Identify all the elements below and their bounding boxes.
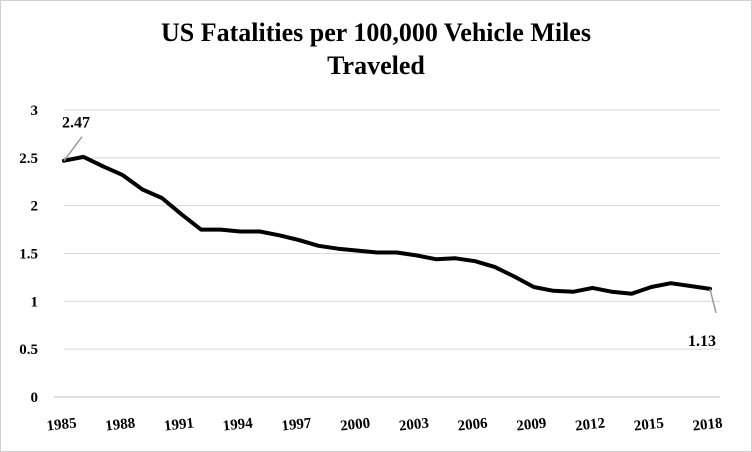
data-point (670, 282, 672, 284)
data-point (533, 286, 535, 288)
y-tick-label: 2.5 (19, 151, 38, 167)
x-tick-label: 2006 (457, 415, 489, 434)
data-point (552, 290, 554, 292)
x-tick-label: 1985 (46, 415, 78, 434)
y-tick-label: 0 (31, 390, 39, 406)
x-tick-label: 1991 (163, 415, 195, 434)
data-point (689, 285, 691, 287)
y-axis-ticks: 0 0.5 1 1.5 2 2.5 3 (19, 103, 38, 406)
data-point (141, 188, 143, 190)
series-fatalities (62, 154, 712, 296)
data-point (474, 260, 476, 262)
data-point (592, 287, 594, 289)
x-tick-label: 2015 (633, 415, 665, 434)
chart-title: US Fatalities per 100,000 Vehicle Miles … (0, 16, 752, 82)
data-label-first: 2.47 (62, 115, 90, 132)
y-tick-label: 1.5 (19, 247, 38, 263)
data-point (513, 275, 515, 277)
data-point (631, 293, 633, 295)
x-tick-label: 2012 (574, 415, 606, 434)
data-point (415, 254, 417, 256)
data-point (239, 230, 241, 232)
data-point (278, 234, 280, 236)
data-point (200, 229, 202, 231)
data-point (376, 252, 378, 254)
data-point (102, 165, 104, 167)
data-point (572, 291, 574, 293)
data-point (435, 258, 437, 260)
data-point (317, 245, 319, 247)
x-tick-label: 1994 (222, 415, 254, 434)
x-tick-label: 1988 (105, 415, 137, 434)
y-tick-label: 1 (31, 294, 39, 310)
data-point (161, 197, 163, 199)
data-point (180, 213, 182, 215)
x-tick-label: 2009 (516, 415, 548, 434)
data-label-last: 1.13 (688, 333, 716, 350)
data-point (337, 248, 339, 250)
data-point (298, 239, 300, 241)
x-tick-label: 2018 (692, 415, 724, 434)
x-axis-ticks: 1985 1988 1991 1994 1997 2000 2003 2006 2009 2012… (46, 415, 724, 434)
data-point (396, 252, 398, 254)
data-point (611, 291, 613, 293)
data-point (357, 250, 359, 252)
data-labels: 2.47 1.13 (62, 115, 717, 350)
series-line (62, 154, 712, 296)
data-point (220, 229, 222, 231)
y-tick-label: 0.5 (19, 342, 38, 358)
x-tick-label: 1997 (281, 415, 313, 434)
data-point (83, 156, 85, 158)
data-point (494, 266, 496, 268)
data-point (455, 257, 457, 259)
x-tick-label: 2003 (398, 415, 430, 434)
chart-title-line-1: US Fatalities per 100,000 Vehicle Miles (161, 18, 591, 47)
y-tick-label: 2 (31, 199, 39, 215)
leader-line (709, 288, 717, 314)
data-point (650, 286, 652, 288)
leader-line (63, 136, 83, 162)
x-tick-label: 2000 (339, 415, 371, 434)
data-point (259, 230, 261, 232)
data-point (122, 174, 124, 176)
y-tick-label: 3 (31, 103, 39, 119)
chart-title-line-2: Traveled (327, 51, 425, 80)
